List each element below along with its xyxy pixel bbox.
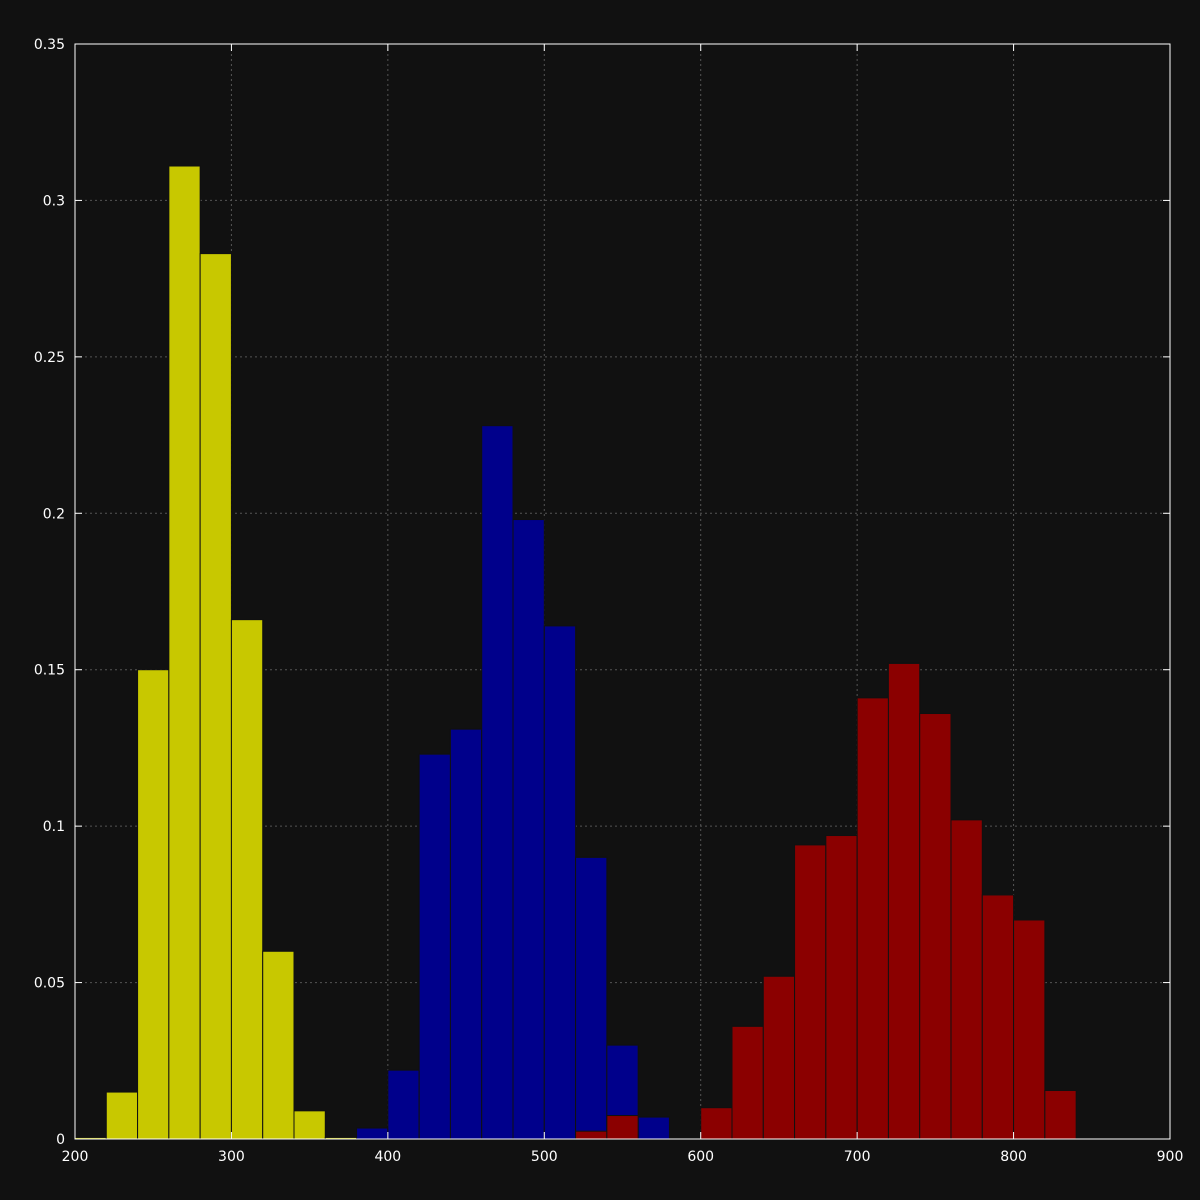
histogram-bar-series-3 xyxy=(794,844,827,1140)
histogram-bars xyxy=(74,165,1077,1140)
histogram-bar-series-1 xyxy=(230,619,264,1140)
x-tick-label: 800 xyxy=(1000,1149,1027,1165)
histogram-bar-series-3 xyxy=(856,697,889,1140)
histogram-bar-series-2 xyxy=(512,519,545,1140)
y-tick-label: 0 xyxy=(56,1132,65,1148)
axis-ticks xyxy=(74,43,1171,1140)
x-tick-label: 500 xyxy=(531,1149,558,1165)
histogram-bar-series-1 xyxy=(137,669,170,1140)
histogram-bar-series-3 xyxy=(919,713,952,1140)
x-axis-tick-labels: 200 300 400 500 600 700 800 900 xyxy=(62,1149,1184,1165)
x-tick-label: 400 xyxy=(374,1149,401,1165)
histogram-bar-series-3 xyxy=(700,1107,733,1140)
histogram-bar-series-2 xyxy=(637,1116,670,1140)
y-axis-tick-labels: 0 0.05 0.1 0.15 0.2 0.25 0.3 0.35 xyxy=(34,37,65,1148)
x-tick-label: 700 xyxy=(844,1149,871,1165)
histogram-bar-series-2 xyxy=(449,728,483,1140)
x-tick-label: 600 xyxy=(687,1149,714,1165)
x-tick-label: 200 xyxy=(62,1149,89,1165)
y-tick-label: 0.35 xyxy=(34,37,65,53)
histogram-bar-series-1 xyxy=(262,950,295,1140)
histogram-bar-series-2 xyxy=(387,1069,420,1140)
y-tick-label: 0.15 xyxy=(34,663,65,679)
histogram-bar-series-3 xyxy=(731,1025,764,1140)
histogram-bar-series-3 xyxy=(606,1115,639,1140)
histogram-bar-series-1 xyxy=(293,1110,326,1140)
histogram-bar-series-1 xyxy=(199,253,232,1140)
x-tick-label: 900 xyxy=(1157,1149,1184,1165)
histogram-bar-series-3 xyxy=(762,975,796,1140)
histogram-bar-series-2 xyxy=(543,625,577,1140)
histogram-bar-series-3 xyxy=(950,819,983,1140)
histogram-bar-series-2 xyxy=(356,1127,389,1140)
histogram-bar-series-3 xyxy=(1013,919,1046,1140)
histogram-bar-series-1 xyxy=(168,165,201,1140)
x-tick-label: 300 xyxy=(218,1149,245,1165)
y-tick-label: 0.3 xyxy=(43,193,65,209)
y-tick-label: 0.05 xyxy=(34,976,65,992)
histogram-bar-series-3 xyxy=(1044,1090,1077,1140)
histogram-bar-series-1 xyxy=(105,1091,139,1140)
y-tick-label: 0.1 xyxy=(43,819,65,835)
histogram-bar-series-3 xyxy=(887,662,921,1140)
histogram-bar-series-2 xyxy=(575,856,608,1140)
y-tick-label: 0.25 xyxy=(34,350,65,366)
histogram-bar-series-3 xyxy=(575,1130,608,1140)
histogram-bar-series-3 xyxy=(825,835,858,1140)
histogram-bar-series-2 xyxy=(481,425,514,1140)
histogram-bar-series-3 xyxy=(981,894,1015,1140)
y-tick-label: 0.2 xyxy=(43,506,65,522)
plot-frame xyxy=(74,43,1171,1140)
histogram-bar-series-2 xyxy=(418,753,451,1140)
